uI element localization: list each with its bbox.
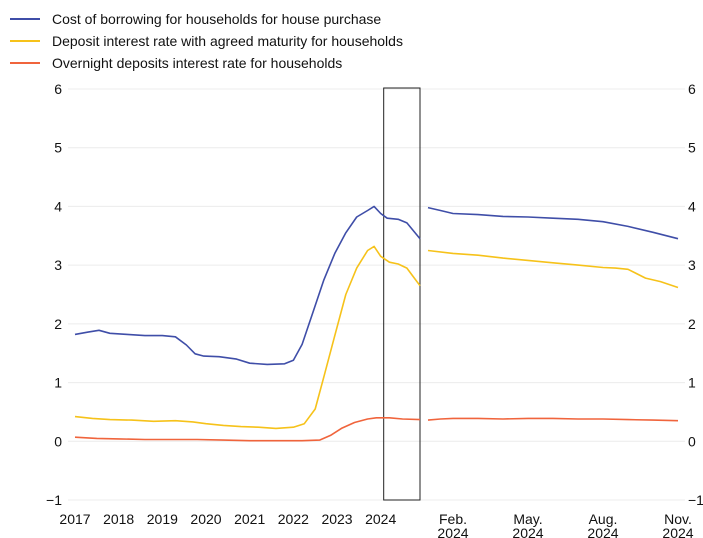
y-tick-label-right: 5	[688, 140, 696, 156]
x-tick-label: 2019	[147, 511, 178, 527]
y-tick-label-left: 6	[54, 81, 62, 97]
legend-item-overnight-rate: Overnight deposits interest rate for hou…	[10, 52, 403, 74]
cost-of-borrowing-line	[427, 206, 679, 240]
y-tick-label-left: 2	[54, 316, 62, 332]
deposit-rate-line	[74, 245, 421, 430]
x-tick-label: 2021	[234, 511, 265, 527]
x-tick-label-year: 2024	[587, 525, 618, 538]
legend-label: Overnight deposits interest rate for hou…	[52, 55, 343, 71]
y-tick-label-right: 0	[688, 433, 696, 449]
y-tick-label-right: 4	[688, 198, 696, 214]
x-tick-label: 2020	[190, 511, 221, 527]
y-tick-label-right: 1	[688, 375, 696, 391]
x-tick-label: Nov.	[664, 511, 692, 527]
y-tick-label-right: 2	[688, 316, 696, 332]
y-tick-label-right: 6	[688, 81, 696, 97]
y-tick-label-right: 3	[688, 257, 696, 273]
legend-item-cost-of-borrowing: Cost of borrowing for households for hou…	[10, 8, 403, 30]
x-tick-label: Aug.	[589, 511, 618, 527]
cost-of-borrowing-line	[74, 205, 421, 366]
highlight-box-2024	[383, 87, 421, 501]
x-tick-label: 2024	[365, 511, 396, 527]
x-tick-label-year: 2024	[512, 525, 543, 538]
chart-legend: Cost of borrowing for households for hou…	[10, 8, 403, 74]
legend-swatch	[10, 62, 40, 64]
y-tick-label-left: 3	[54, 257, 62, 273]
x-tick-label: 2023	[321, 511, 352, 527]
x-tick-label: 2017	[59, 511, 90, 527]
x-tick-label: May.	[513, 511, 542, 527]
y-tick-label-left: −1	[46, 492, 62, 508]
x-tick-label-year: 2024	[662, 525, 693, 538]
y-tick-label-left: 0	[54, 433, 62, 449]
legend-label: Deposit interest rate with agreed maturi…	[52, 33, 403, 49]
y-tick-label-left: 1	[54, 375, 62, 391]
x-tick-label: Feb.	[439, 511, 467, 527]
deposit-rate-line	[427, 249, 679, 289]
legend-label: Cost of borrowing for households for hou…	[52, 11, 382, 27]
x-tick-label: 2022	[278, 511, 309, 527]
y-tick-label-left: 4	[54, 198, 62, 214]
overnight-rate-line	[74, 417, 421, 442]
legend-item-deposit-rate: Deposit interest rate with agreed maturi…	[10, 30, 403, 52]
legend-swatch	[10, 40, 40, 42]
y-tick-label-right: −1	[688, 492, 703, 508]
overnight-rate-line	[427, 417, 679, 422]
legend-swatch	[10, 18, 40, 20]
x-tick-label: 2018	[103, 511, 134, 527]
y-tick-label-left: 5	[54, 140, 62, 156]
x-tick-label-year: 2024	[437, 525, 468, 538]
